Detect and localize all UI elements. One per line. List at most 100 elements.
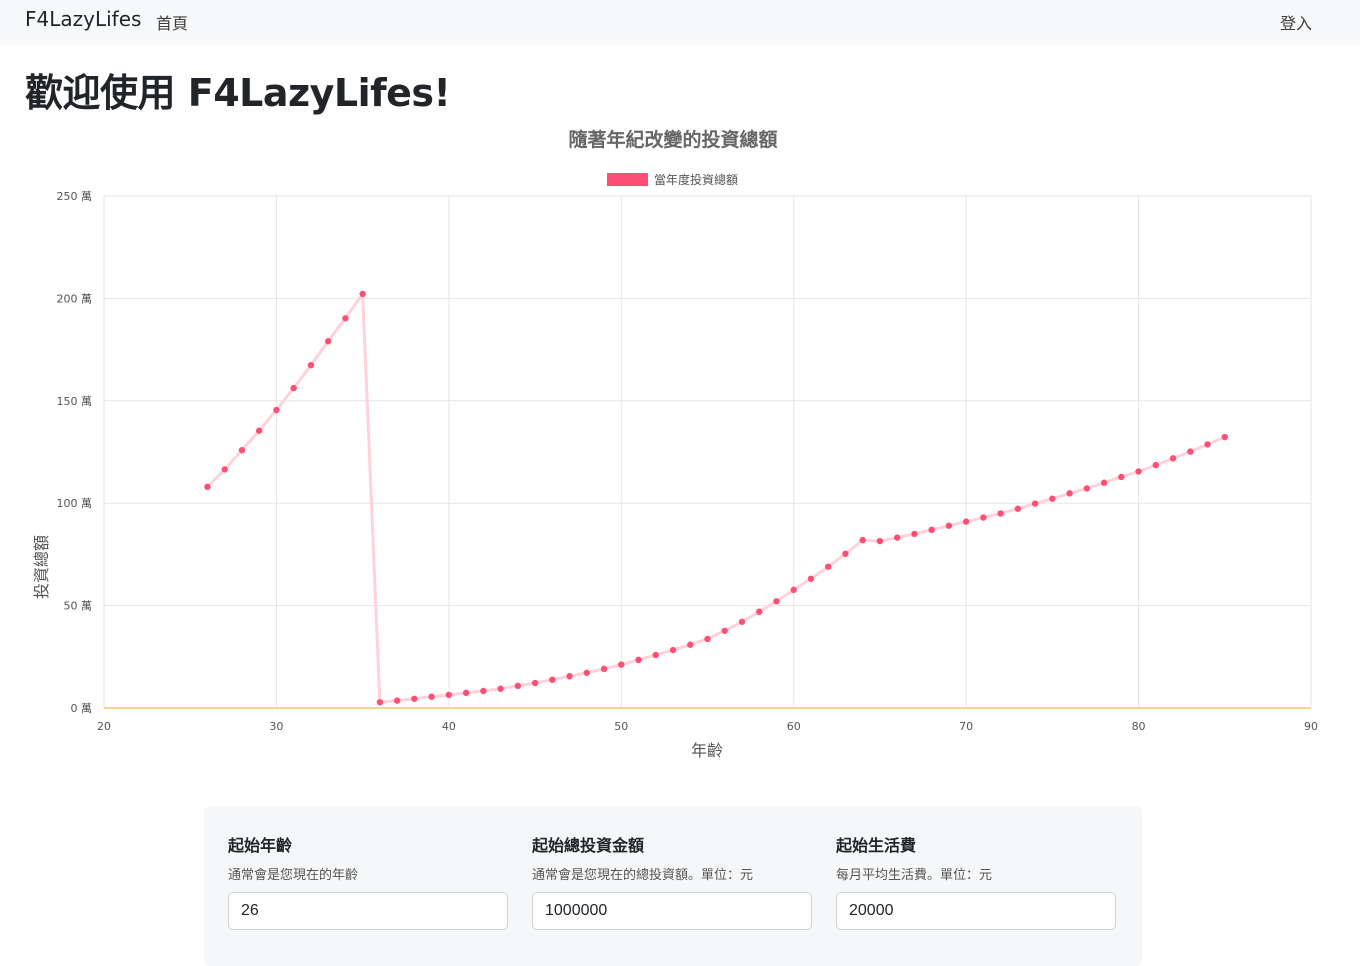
chart-title: 隨著年紀改變的投資總額 [568,128,777,151]
data-point[interactable] [204,483,211,491]
y-axis-ticks: 0 萬 50 萬 100 萬 150 萬 200 萬 250 萬 [57,190,93,715]
data-point[interactable] [1083,485,1091,492]
start-investment-input[interactable] [532,892,812,930]
navbar: F4LazyLifes 首頁 登入 [0,0,1360,45]
data-point[interactable] [669,646,677,654]
x-tick-label: 40 [442,720,456,733]
data-point[interactable] [756,608,763,615]
data-point[interactable] [600,665,608,673]
data-point[interactable] [393,697,401,704]
y-tick-label: 100 萬 [57,497,93,510]
start-investment-label: 起始總投資金額 [532,836,645,855]
living-cost-label: 起始生活費 [836,836,917,855]
data-point[interactable] [273,406,280,414]
data-point[interactable] [945,522,953,529]
data-point[interactable] [566,673,573,680]
x-tick-label: 80 [1132,720,1146,733]
x-axis-ticks: 20 30 40 50 60 70 80 90 [97,720,1318,733]
data-point[interactable] [531,679,539,687]
data-point[interactable] [876,537,884,545]
data-point[interactable] [842,550,849,557]
data-point[interactable] [307,361,315,369]
data-point[interactable] [1031,500,1039,507]
data-point[interactable] [738,618,746,625]
data-point[interactable] [997,510,1004,517]
data-point[interactable] [1014,505,1022,512]
data-point[interactable] [1152,461,1160,469]
data-point[interactable] [238,446,246,454]
nav-login-link[interactable]: 登入 [1279,14,1312,33]
data-point[interactable] [583,669,590,676]
series-line [206,292,1226,704]
data-point[interactable] [1187,448,1194,455]
data-point[interactable] [480,687,487,695]
data-point[interactable] [635,656,642,664]
data-point[interactable] [445,691,453,699]
series-investment-total [204,290,1228,706]
data-point[interactable] [825,563,832,570]
data-point[interactable] [549,676,556,683]
x-tick-label: 90 [1304,720,1318,733]
start-age-field: 起始年齡 通常會是您現在的年齡 [228,832,508,930]
data-point[interactable] [911,530,918,538]
data-point[interactable] [1066,490,1073,497]
data-point[interactable] [1100,479,1108,486]
x-tick-label: 20 [97,720,111,733]
data-point[interactable] [790,586,797,594]
data-point[interactable] [652,651,659,659]
y-tick-label: 150 萬 [57,395,93,408]
data-point[interactable] [376,699,384,706]
data-point[interactable] [462,689,470,697]
data-point[interactable] [1118,473,1125,481]
brand-link[interactable]: F4LazyLifes [25,7,142,31]
data-point[interactable] [773,598,780,605]
y-tick-label: 50 萬 [64,600,93,613]
data-point[interactable] [980,514,987,521]
y-axis-label: 投資總額 [32,535,51,599]
data-point[interactable] [1204,441,1211,448]
x-tick-label: 70 [959,720,973,733]
data-point[interactable] [221,466,228,473]
data-point[interactable] [1169,455,1177,462]
living-cost-help: 每月平均生活費。單位：元 [836,868,993,883]
data-point[interactable] [324,338,332,345]
living-cost-field: 起始生活費 每月平均生活費。單位：元 [836,832,1116,930]
data-point[interactable] [807,575,815,582]
data-point[interactable] [359,290,366,298]
x-tick-label: 30 [269,720,283,733]
start-age-input[interactable] [228,892,508,930]
data-point[interactable] [687,641,694,648]
living-cost-input[interactable] [836,892,1116,930]
start-age-label: 起始年齡 [228,836,293,855]
data-point[interactable] [928,526,935,534]
page-title: 歡迎使用 F4LazyLifes! [25,71,451,115]
data-point[interactable] [704,635,711,643]
data-point[interactable] [514,682,522,690]
x-axis-label: 年齡 [691,741,723,760]
legend-label: 當年度投資總額 [654,172,738,187]
data-point[interactable] [255,427,263,434]
data-point[interactable] [962,518,970,525]
chart-gridlines [103,195,1312,709]
data-point[interactable] [721,627,728,634]
y-tick-label: 200 萬 [57,292,93,305]
data-point[interactable] [1135,468,1142,475]
data-point[interactable] [342,315,349,322]
data-point[interactable] [893,534,901,541]
data-point[interactable] [411,695,418,702]
chart-legend[interactable]: 當年度投資總額 [607,172,738,187]
nav-home-link[interactable]: 首頁 [156,14,189,33]
data-point[interactable] [618,661,625,668]
x-tick-label: 60 [787,720,801,733]
data-point[interactable] [290,384,297,392]
data-point[interactable] [428,693,435,700]
data-point[interactable] [859,536,866,544]
investment-line-chart: 隨著年紀改變的投資總額 當年度投資總額 0 萬 50 萬 100 萬 150 萬 200… [32,128,1318,760]
start-investment-help: 通常會是您現在的總投資額。單位：元 [532,868,754,883]
x-tick-label: 50 [614,720,628,733]
data-point[interactable] [1221,433,1228,441]
start-investment-field: 起始總投資金額 通常會是您現在的總投資額。單位：元 [532,832,812,930]
y-tick-label: 0 萬 [71,702,93,715]
data-point[interactable] [497,685,504,692]
data-point[interactable] [1049,495,1056,502]
